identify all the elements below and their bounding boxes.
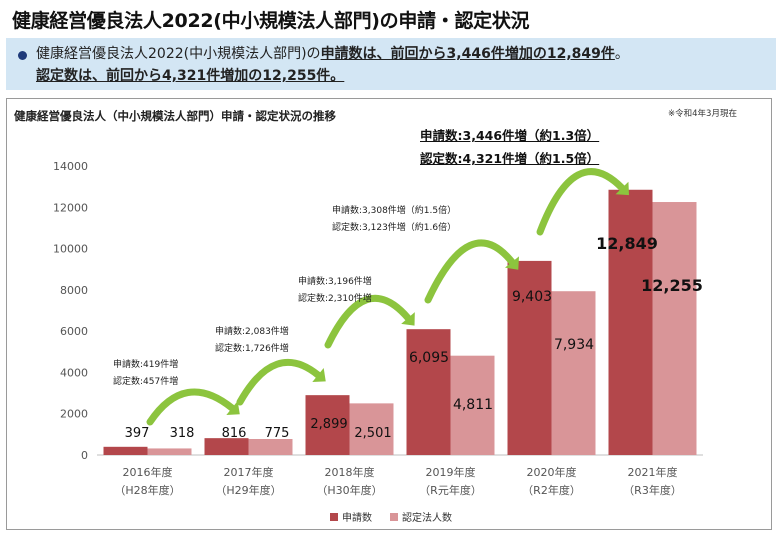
page-title: 健康経営優良法人2022(中小規模法人部門)の申請・認定状況 <box>12 10 530 32</box>
increase-annotation: 認定数:1,726件増 <box>215 342 289 354</box>
application-value-label: 816 <box>222 426 247 441</box>
legend-certified-label: 認定法人数 <box>402 511 452 524</box>
application-bar <box>406 329 451 455</box>
growth-arrow <box>324 294 412 349</box>
y-tick-label: 8000 <box>60 284 88 297</box>
summary-line-1-prefix: 健康経営優良法人2022(中小規模法人部門)の <box>36 46 321 62</box>
application-value-label: 397 <box>125 426 150 441</box>
growth-arrow <box>236 358 322 406</box>
application-value-label: 9,403 <box>512 289 552 305</box>
summary-line-1-emphasis: 申請数は、前回から3,446件増加の12,849件 <box>320 46 615 62</box>
certified-value-label: 2,501 <box>354 426 391 441</box>
x-tick-label: 2019年度 <box>426 465 476 479</box>
bullet-icon <box>18 51 27 60</box>
certified-value-label: 7,934 <box>554 337 594 353</box>
increase-annotation: 認定数:3,123件増（約1.6倍） <box>332 221 456 233</box>
certified-bar <box>349 403 394 455</box>
growth-arrow <box>424 239 516 304</box>
y-tick-label: 0 <box>81 449 88 462</box>
increase-annotation: 認定数:2,310件増 <box>298 292 372 304</box>
certified-bar <box>450 355 495 455</box>
certified-value-label: 775 <box>265 426 290 441</box>
x-tick-sublabel: （H30年度） <box>316 483 382 497</box>
summary-line-1-suffix: 。 <box>614 46 629 62</box>
growth-arrowhead <box>226 401 240 415</box>
growth-arrowhead <box>504 256 520 270</box>
certified-value-label: 12,255 <box>641 276 703 295</box>
summary-line-1: 健康経営優良法人2022(中小規模法人部門)の申請数は、前回から3,446件増加… <box>36 43 629 63</box>
x-tick-sublabel: （R2年度） <box>522 483 581 497</box>
total-application-increase: 申請数:3,446件増（約1.3倍） <box>420 128 600 143</box>
certified-bar <box>147 448 192 455</box>
application-value-label: 2,899 <box>310 417 347 432</box>
x-tick-label: 2020年度 <box>527 465 577 479</box>
increase-annotation: 申請数:2,083件増 <box>215 325 289 337</box>
x-tick-label: 2017年度 <box>224 465 274 479</box>
summary-banner: 健康経営優良法人2022(中小規模法人部門)の申請数は、前回から3,446件増加… <box>6 38 776 90</box>
legend-application-swatch <box>330 513 338 521</box>
increase-annotation: 申請数:3,196件増 <box>298 275 372 287</box>
certified-value-label: 4,811 <box>453 397 493 413</box>
increase-annotation: 認定数:457件増 <box>113 375 178 387</box>
growth-arrowhead <box>401 312 415 326</box>
summary-line-2: 認定数は、前回から4,321件増加の12,255件。 <box>36 68 345 84</box>
y-tick-label: 10000 <box>53 243 88 256</box>
y-tick-label: 4000 <box>60 366 88 379</box>
x-tick-label: 2018年度 <box>325 465 375 479</box>
application-value-label: 12,849 <box>596 234 658 253</box>
increase-annotation: 申請数:3,308件増（約1.5倍） <box>332 204 456 216</box>
x-tick-sublabel: （R元年度） <box>419 483 482 497</box>
x-tick-sublabel: （H29年度） <box>215 483 281 497</box>
as-of-note: ※令和4年3月現在 <box>668 109 737 119</box>
x-tick-label: 2021年度 <box>628 465 678 479</box>
application-bar <box>305 395 350 455</box>
certified-bar <box>551 291 596 455</box>
application-value-label: 6,095 <box>409 350 449 366</box>
y-tick-label: 12000 <box>53 201 88 214</box>
total-certified-increase: 認定数:4,321件増（約1.5倍） <box>420 151 600 166</box>
y-tick-label: 14000 <box>53 160 88 173</box>
growth-arrow <box>536 168 626 236</box>
certified-value-label: 318 <box>170 426 195 441</box>
certified-bar <box>248 439 293 455</box>
y-tick-label: 2000 <box>60 408 88 421</box>
growth-arrowhead <box>312 368 326 382</box>
growth-arrow <box>146 388 236 426</box>
legend-certified-swatch <box>390 513 398 521</box>
increase-annotation: 申請数:419件増 <box>113 358 178 370</box>
x-tick-label: 2016年度 <box>123 465 173 479</box>
x-tick-sublabel: （R3年度） <box>623 483 682 497</box>
application-bar <box>507 260 552 455</box>
certified-bar <box>652 202 697 455</box>
growth-arrowhead <box>615 181 629 196</box>
application-bar <box>204 438 249 455</box>
x-tick-sublabel: （H28年度） <box>114 483 180 497</box>
y-tick-label: 6000 <box>60 325 88 338</box>
chart-title: 健康経営優良法人（中小規模法人部門）申請・認定状況の推移 <box>14 109 336 123</box>
application-bar <box>103 446 148 455</box>
application-bar <box>608 189 653 455</box>
legend-application-label: 申請数 <box>342 511 372 524</box>
